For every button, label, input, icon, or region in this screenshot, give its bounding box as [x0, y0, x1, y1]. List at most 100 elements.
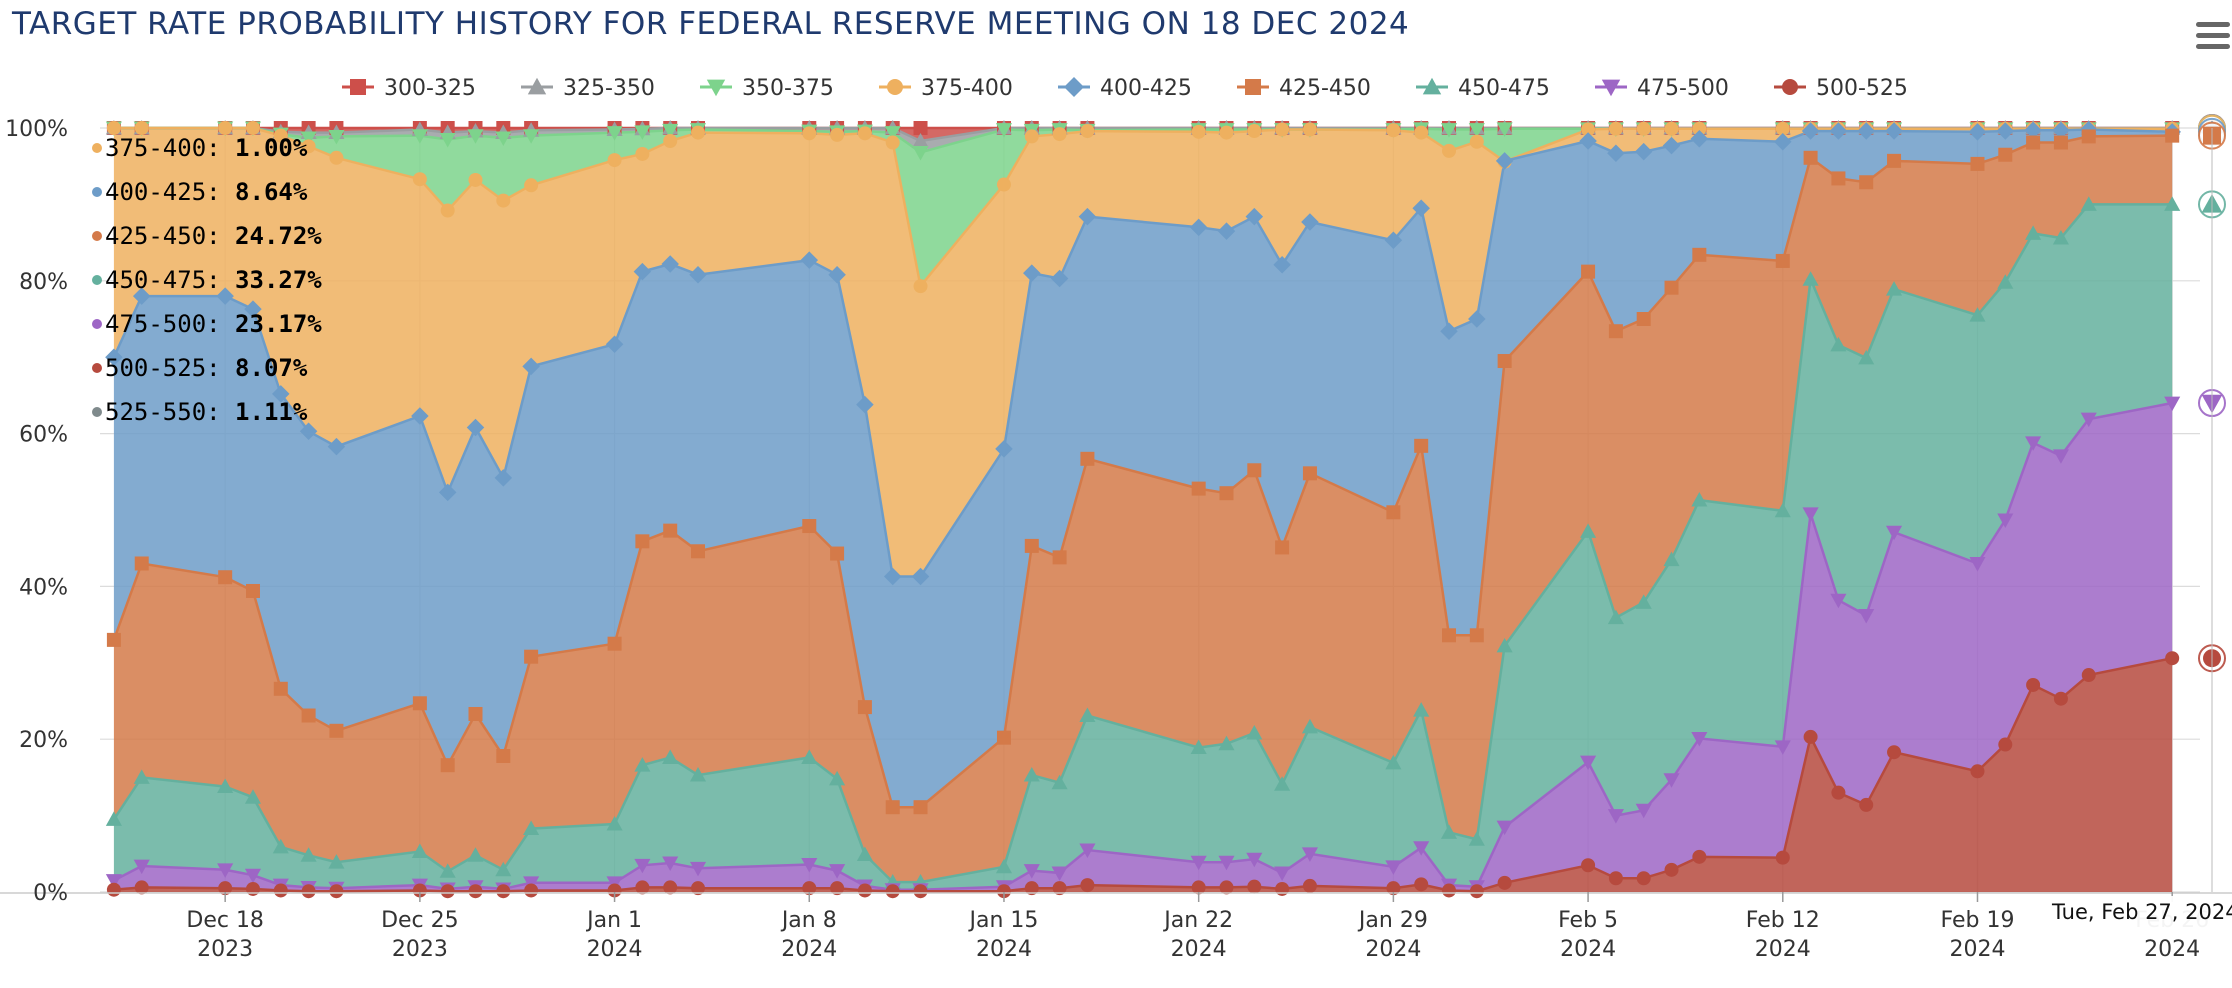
marker-400-425 [244, 300, 262, 318]
tooltip-row: 375-400: 1.00% [105, 134, 308, 162]
legend-item-400-425[interactable]: 400-425 [1058, 76, 1192, 101]
marker-425-450 [2081, 129, 2096, 144]
marker-475-500 [1663, 773, 1680, 788]
marker-500-525 [1581, 858, 1596, 873]
marker-425-450 [1247, 463, 1262, 478]
x-tick-label: Jan 8 [780, 908, 837, 933]
marker-375-400 [1080, 124, 1095, 139]
marker-475-500 [1858, 608, 1875, 624]
data-markers [105, 119, 2181, 899]
marker-350-375 [467, 129, 484, 144]
marker-400-425 [856, 395, 874, 414]
marker-400-425 [800, 251, 819, 269]
marker-450-475 [2080, 196, 2097, 211]
legend-item-350-375[interactable]: 350-375 [700, 76, 834, 101]
marker-450-475 [1301, 718, 1318, 734]
edge-markers [2198, 114, 2226, 892]
legend[interactable]: 300-325 325-350 350-375 375-400 400-425 425-4… [342, 76, 1908, 101]
marker-425-450 [440, 758, 455, 773]
marker-450-475 [995, 858, 1013, 874]
marker-500-525 [1664, 862, 1679, 877]
marker-375-400 [1636, 121, 1651, 136]
marker-375-400 [1581, 122, 1596, 137]
hover-date-label: Tue, Feb 27, 2024 [2046, 896, 2232, 928]
legend-label: 425-450 [1279, 76, 1371, 101]
marker-450-475 [1691, 492, 1708, 507]
marker-450-475 [523, 820, 540, 836]
marker-375-400 [635, 146, 650, 161]
marker-425-450 [1080, 451, 1095, 466]
marker-450-475 [1218, 735, 1235, 751]
legend-item-375-400[interactable]: 375-400 [879, 76, 1013, 101]
marker-425-450 [134, 556, 149, 571]
legend-item-475-500[interactable]: 475-500 [1595, 76, 1729, 101]
legend-item-325-350[interactable]: 325-350 [521, 76, 655, 101]
area-375-400 [113, 128, 2173, 577]
legend-item-300-325[interactable]: 300-325 [342, 76, 476, 101]
marker-425-450 [913, 800, 928, 815]
marker-475-500 [1496, 820, 1513, 836]
hamburger-menu-icon[interactable] [2196, 22, 2230, 54]
legend-item-500-525[interactable]: 500-525 [1774, 76, 1908, 101]
marker-500-525 [1024, 881, 1039, 896]
marker-400-425 [633, 262, 652, 281]
marker-375-400 [607, 153, 622, 168]
marker-475-500 [634, 858, 651, 874]
marker-400-425 [494, 469, 513, 487]
marker-450-475 [1885, 281, 1903, 296]
marker-400-425 [1634, 142, 1653, 161]
marker-475-500 [1997, 513, 2014, 528]
marker-475-500 [1830, 593, 1847, 609]
marker-500-525 [2081, 668, 2096, 683]
marker-400-425 [1968, 123, 1987, 141]
marker-450-475 [634, 757, 651, 772]
marker-425-450 [607, 636, 622, 651]
area-350-375 [113, 128, 2173, 287]
x-tick-year: 2024 [781, 937, 837, 962]
marker-475-500 [1190, 855, 1207, 871]
marker-300-325 [913, 121, 928, 135]
marker-450-475 [1607, 609, 1624, 625]
marker-425-450 [1608, 324, 1623, 339]
marker-400-425 [1440, 322, 1458, 340]
tooltip-dot [92, 143, 102, 153]
marker-500-525 [1692, 849, 1707, 864]
x-tick-year: 2024 [2144, 937, 2200, 962]
marker-425-450 [1887, 153, 1902, 168]
x-tick-year: 2024 [1171, 937, 1227, 962]
marker-400-425 [411, 407, 429, 425]
marker-425-450 [1052, 550, 1067, 565]
marker-425-450 [1998, 147, 2013, 162]
marker-400-425 [299, 422, 318, 441]
marker-400-425 [605, 335, 624, 353]
marker-500-525 [1775, 850, 1790, 865]
marker-450-475 [2052, 229, 2069, 245]
legend-marker [887, 79, 903, 95]
marker-500-525 [607, 883, 622, 898]
marker-400-425 [1607, 144, 1625, 162]
marker-425-450 [329, 723, 344, 738]
marker-500-525 [913, 884, 928, 899]
area-500-525 [113, 658, 2173, 892]
marker-500-525 [1469, 884, 1484, 899]
area-450-475 [113, 204, 2173, 890]
y-tick-label: 40% [19, 575, 68, 600]
tooltip-row: 400-425: 8.64% [105, 178, 308, 206]
marker-475-500 [662, 856, 679, 872]
legend-item-425-450[interactable]: 425-450 [1237, 76, 1371, 101]
tooltip-label: 425-450: [105, 222, 235, 250]
marker-350-375 [523, 129, 540, 144]
marker-350-375 [606, 126, 623, 141]
marker-500-525 [1219, 880, 1234, 895]
marker-400-425 [1078, 207, 1097, 226]
legend-label: 450-475 [1458, 76, 1550, 101]
marker-425-450 [245, 583, 260, 598]
y-tick-label: 20% [19, 728, 68, 753]
marker-375-400 [1664, 121, 1679, 136]
marker-400-425 [1690, 129, 1709, 148]
legend-item-450-475[interactable]: 450-475 [1416, 76, 1550, 101]
marker-400-425 [995, 440, 1013, 458]
marker-450-475 [801, 749, 818, 764]
marker-500-525 [1831, 785, 1846, 800]
marker-450-475 [272, 838, 289, 854]
